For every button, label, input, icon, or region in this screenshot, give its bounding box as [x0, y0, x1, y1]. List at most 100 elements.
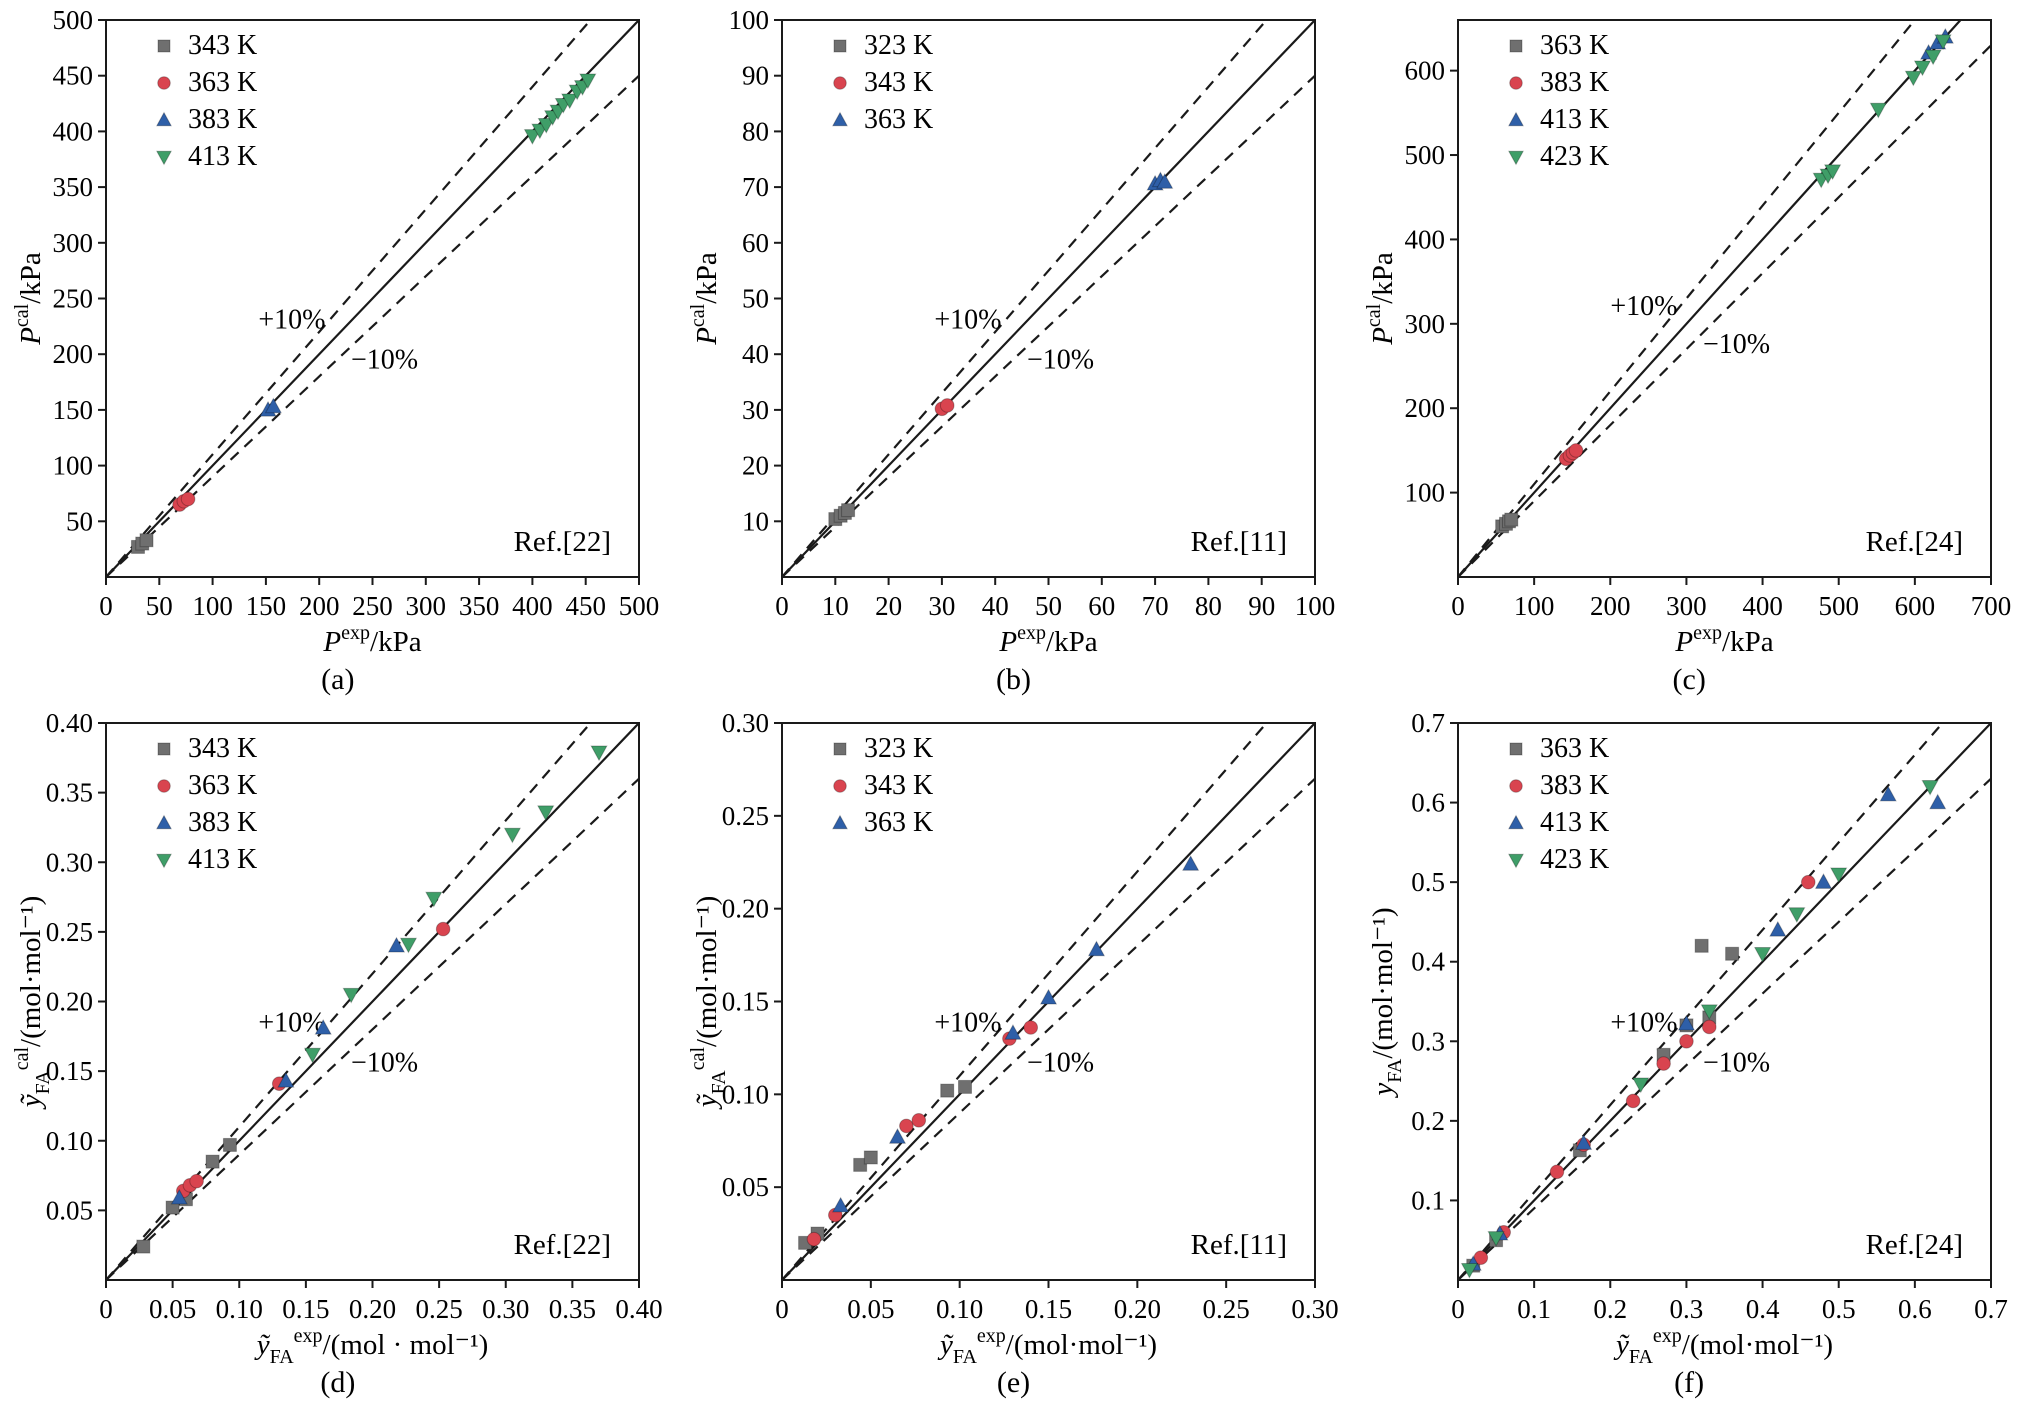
legend-label: 383 K	[1540, 67, 1609, 98]
y-tick-label: 0.6	[1411, 788, 1445, 818]
y-tick-label: 0.3	[1411, 1026, 1445, 1056]
x-tick-label: 0	[775, 1294, 789, 1324]
data-point	[841, 503, 856, 518]
legend-label: 323 K	[864, 733, 933, 764]
legend-label: 363 K	[864, 807, 933, 838]
data-point	[1574, 1134, 1592, 1150]
legend: 363 K 383 K 413 K 423 K	[1507, 733, 1609, 875]
series-423K	[1460, 779, 1939, 1279]
series-413K	[524, 73, 597, 145]
y-tick-label: 0.25	[722, 801, 769, 831]
x-tick-label: 0.15	[1025, 1294, 1072, 1324]
legend-marker-triangle-up	[156, 814, 173, 830]
data-point	[1181, 855, 1200, 871]
x-tick-label: 100	[1514, 591, 1555, 621]
plus10-label: +10%	[259, 304, 326, 335]
data-point	[537, 118, 556, 134]
x-axis-title: Pexp/kPa	[1674, 622, 1773, 658]
plus10-dashed-line	[781, 722, 1268, 1281]
tick-labels-group: 0 0.05 0.10 0.15 0.20 0.25 0.30 0.35 0.40 0.05 0.1…	[46, 709, 663, 1324]
x-tick-label: 700	[1970, 591, 2011, 621]
y-axis-title: ỹFAcal/(mol·mol⁻¹)	[11, 896, 54, 1111]
legend-label: 363 K	[188, 770, 257, 801]
y-axis-title: Pcal/kPa	[11, 252, 47, 346]
data-point	[1487, 1231, 1505, 1247]
chart-c-svg: 0 100 200 300 400 500 600 700 100 200 300 400 500 600…	[1363, 19, 2011, 658]
data-point	[1039, 988, 1058, 1005]
data-point	[1549, 1164, 1564, 1180]
series-363K	[172, 491, 196, 512]
data-point	[1631, 1077, 1650, 1094]
data-point	[205, 1154, 220, 1169]
data-point	[136, 1239, 151, 1254]
chart-e-svg: 0 0.05 0.10 0.15 0.20 0.25 0.30 0.05 0.10 0.15 0.2…	[687, 709, 1339, 1364]
x-tick-label: 0.05	[847, 1294, 894, 1324]
y-tick-label: 0.30	[722, 709, 769, 738]
data-point	[1768, 920, 1787, 937]
x-tick-label: 50	[146, 591, 173, 621]
chart-d-svg: 0 0.05 0.10 0.15 0.20 0.25 0.30 0.35 0.40 0.05 0.1…	[11, 709, 663, 1364]
y-tick-label: 250	[53, 284, 94, 314]
y-tick-label: 0.4	[1411, 947, 1445, 977]
tick-labels-group: 0 50 100 150 200 250 300 350 400 450 500 50 100 150 20…	[53, 6, 660, 621]
legend-label: 343 K	[864, 770, 933, 801]
legend-label: 383 K	[1540, 770, 1609, 801]
data-point	[1724, 946, 1739, 961]
legend-marker-square	[1509, 742, 1523, 756]
legend: 343 K 363 K 383 K 413 K	[156, 733, 258, 875]
data-point	[1879, 785, 1897, 802]
reference-label: Ref.[22]	[514, 526, 611, 558]
y-tick-label: 90	[742, 61, 769, 91]
ticks-group	[1449, 69, 1992, 585]
x-tick-label: 300	[406, 591, 447, 621]
data-point	[1924, 49, 1942, 66]
tick-labels-group: 0 10 20 30 40 50 60 70 80 90 100 10 20 30 40 50 60 70 80 90…	[728, 6, 1335, 621]
x-tick-label: 50	[1035, 591, 1062, 621]
y-tick-label: 50	[66, 506, 93, 536]
plus10-dashed-line	[781, 19, 1268, 578]
series-383K	[170, 936, 406, 1205]
panel-b: 0 10 20 30 40 50 60 70 80 90 100 10 20 30 40 50 60 70 80 90…	[676, 0, 1352, 703]
data-point	[314, 1018, 333, 1035]
y-tick-label: 0.05	[46, 1195, 93, 1225]
x-axis-title: Pexp/kPa	[323, 622, 422, 658]
data-point	[1694, 938, 1709, 953]
series-383K	[259, 397, 283, 417]
legend-label: 383 K	[188, 807, 257, 838]
data-point	[831, 1196, 850, 1213]
y-tick-label: 0.1	[1411, 1185, 1445, 1215]
reference-label: Ref.[24]	[1865, 1229, 1962, 1261]
y-tick-label: 400	[53, 116, 94, 146]
x-axis-title: ỹFAexp/(mol · mol⁻¹)	[254, 1325, 489, 1364]
y-tick-label: 30	[742, 395, 769, 425]
y-axis-title: yFA/(mol·mol⁻¹)	[1367, 907, 1406, 1098]
y-tick-label: 400	[1404, 224, 1445, 254]
legend-marker-square	[833, 39, 847, 53]
x-tick-label: 0.7	[1974, 1294, 2008, 1324]
y-tick-label: 10	[742, 506, 769, 536]
x-tick-label: 0.20	[349, 1294, 396, 1324]
reference-label: Ref.[22]	[514, 1229, 611, 1261]
data-point	[1800, 874, 1816, 890]
reference-label: Ref.[24]	[1865, 526, 1962, 558]
x-tick-label: 0	[1451, 591, 1465, 621]
minus10-label: −10%	[1703, 329, 1770, 360]
y-tick-label: 200	[1404, 393, 1445, 423]
x-tick-label: 200	[1590, 591, 1631, 621]
legend-label: 363 K	[1540, 30, 1609, 61]
panel-d: 0 0.05 0.10 0.15 0.20 0.25 0.30 0.35 0.40 0.05 0.1…	[0, 703, 676, 1411]
plot-canvas-f: 0 0.1 0.2 0.3 0.4 0.5 0.6 0.7 0.1 0.2 0.3 0.4 0.5 0.6…	[1362, 709, 2017, 1364]
series-323K	[798, 1079, 972, 1250]
x-tick-label: 300	[1666, 591, 1707, 621]
data-point	[806, 1231, 822, 1247]
series-363K	[176, 921, 451, 1199]
x-tick-label: 0.40	[616, 1294, 663, 1324]
legend-marker-circle	[833, 76, 847, 90]
legend-label: 343 K	[188, 733, 257, 764]
tick-labels-group: 0 0.1 0.2 0.3 0.4 0.5 0.6 0.7 0.1 0.2 0.3 0.4 0.5 0.6…	[1411, 709, 2008, 1324]
y-tick-label: 0.05	[722, 1172, 769, 1202]
legend: 323 K 343 K 363 K	[831, 733, 933, 838]
x-tick-label: 0.05	[149, 1294, 196, 1324]
data-point	[277, 1071, 295, 1088]
